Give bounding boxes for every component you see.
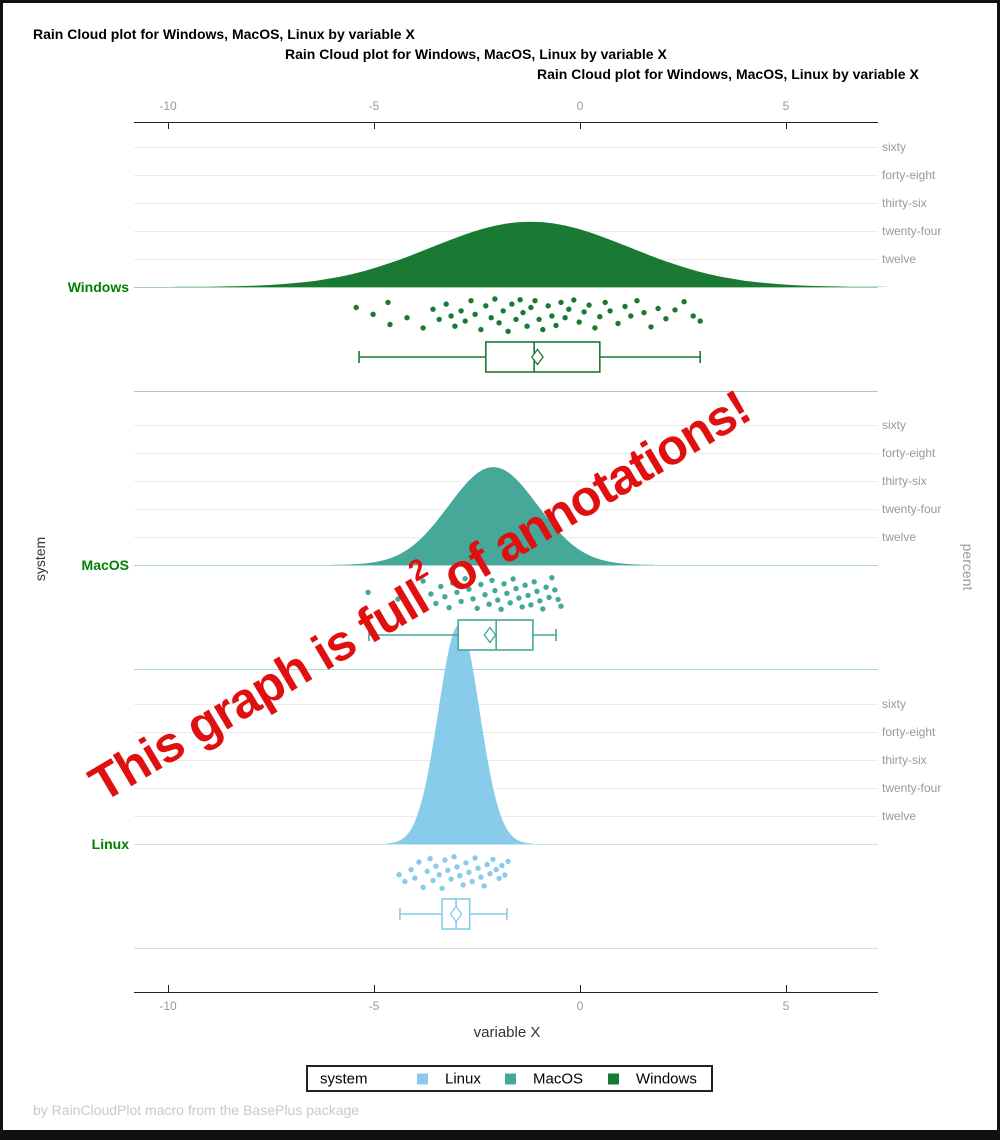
bottom-axis-tick-label: -10 <box>159 999 177 1013</box>
percent-gridline <box>134 175 878 176</box>
panel-baseline <box>134 287 878 288</box>
category-label-macos: MacOS <box>81 557 129 573</box>
legend-title: system <box>320 1070 368 1087</box>
bottom-axis-tick-label: 0 <box>576 999 584 1013</box>
right-axis-title: percent <box>960 543 976 591</box>
chart-title-3: Rain Cloud plot for Windows, MacOS, Linu… <box>537 66 919 82</box>
rain-points-macos <box>365 575 564 612</box>
top-axis-tick <box>786 122 787 129</box>
panel-separator <box>134 948 878 949</box>
plot-canvas <box>173 221 888 930</box>
bottom-axis-line <box>134 992 878 993</box>
top-axis-tick <box>168 122 169 129</box>
percent-gridline <box>134 760 878 761</box>
panel-separator <box>134 391 878 392</box>
legend-label-macos: MacOS <box>533 1070 584 1087</box>
density-curve-macos <box>332 467 654 565</box>
percent-tick-label: twenty-four <box>882 502 942 516</box>
percent-gridline <box>134 732 878 733</box>
percent-tick-label: forty-eight <box>882 725 936 739</box>
top-axis-tick-label: 0 <box>576 99 584 113</box>
percent-gridline <box>134 147 878 148</box>
bottom-axis-tick-label: 5 <box>782 999 790 1013</box>
top-axis-tick-label: 5 <box>782 99 790 113</box>
percent-gridline <box>134 788 878 789</box>
x-axis-title: variable X <box>473 1024 541 1041</box>
percent-tick-label: thirty-six <box>882 196 927 210</box>
legend-swatch-macos <box>505 1073 516 1084</box>
percent-tick-label: thirty-six <box>882 753 927 767</box>
bottom-axis-tick <box>786 985 787 992</box>
percent-tick-label: twenty-four <box>882 781 942 795</box>
percent-tick-label: sixty <box>882 418 906 432</box>
bottom-axis-tick <box>374 985 375 992</box>
rain-points-linux <box>396 854 511 891</box>
bottom-border-bar <box>3 1130 997 1137</box>
top-axis-tick-label: -5 <box>368 99 380 113</box>
percent-tick-label: twelve <box>882 530 917 544</box>
bottom-axis-tick <box>580 985 581 992</box>
top-axis-tick-label: -10 <box>159 99 177 113</box>
panel-baseline <box>134 565 878 566</box>
rain-points-windows <box>353 296 703 334</box>
percent-tick-label: twelve <box>882 809 917 823</box>
top-axis-line <box>134 122 878 123</box>
category-label-linux: Linux <box>91 836 129 852</box>
box-plot-linux <box>399 898 508 930</box>
percent-gridline <box>134 425 878 426</box>
percent-tick-label: forty-eight <box>882 446 936 460</box>
percent-gridline <box>134 203 878 204</box>
percent-gridline <box>134 704 878 705</box>
percent-gridline <box>134 816 878 817</box>
top-axis-tick <box>580 122 581 129</box>
bottom-axis-tick-label: -5 <box>368 999 380 1013</box>
bottom-axis-tick <box>168 985 169 992</box>
percent-tick-label: forty-eight <box>882 168 936 182</box>
density-curve-linux <box>384 624 534 844</box>
chart-title-2: Rain Cloud plot for Windows, MacOS, Linu… <box>285 46 667 62</box>
legend-swatch-linux <box>417 1073 428 1084</box>
top-axis-tick <box>374 122 375 129</box>
density-curve-windows <box>173 221 888 287</box>
box-plot-macos <box>368 619 557 651</box>
category-label-windows: Windows <box>67 279 129 295</box>
footer-credit: by RainCloudPlot macro from the BasePlus… <box>33 1102 360 1118</box>
box-plot-windows <box>358 341 701 373</box>
legend-label-windows: Windows <box>636 1070 697 1087</box>
percent-tick-label: twelve <box>882 252 917 266</box>
legend-label-linux: Linux <box>445 1070 481 1087</box>
panel-separator <box>134 669 878 670</box>
percent-tick-label: twenty-four <box>882 224 942 238</box>
percent-tick-label: thirty-six <box>882 474 927 488</box>
chart-title-1: Rain Cloud plot for Windows, MacOS, Linu… <box>33 26 415 42</box>
percent-gridline <box>134 453 878 454</box>
legend: system Linux MacOS Windows <box>306 1065 713 1092</box>
percent-tick-label: sixty <box>882 697 906 711</box>
legend-swatch-windows <box>608 1073 619 1084</box>
percent-tick-label: sixty <box>882 140 906 154</box>
panel-baseline <box>134 844 878 845</box>
